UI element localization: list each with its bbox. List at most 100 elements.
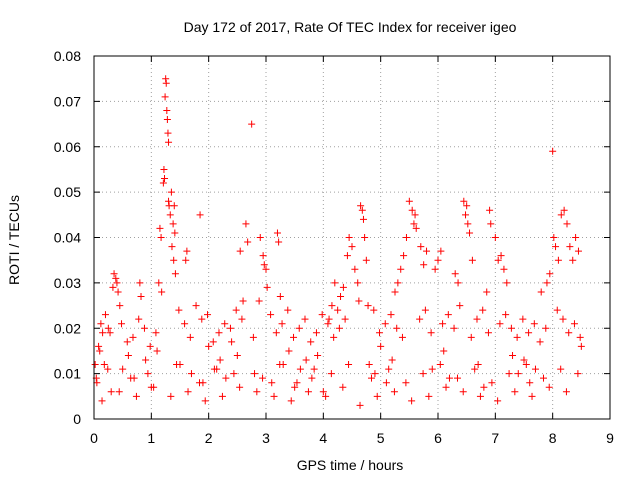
data-point xyxy=(112,274,120,282)
y-tick-label: 0.01 xyxy=(54,366,81,382)
data-point xyxy=(408,206,416,214)
data-point xyxy=(536,338,544,346)
data-point xyxy=(377,342,385,350)
data-point xyxy=(167,188,175,196)
data-point xyxy=(209,338,217,346)
data-point xyxy=(157,234,165,241)
data-point xyxy=(373,392,381,400)
data-point xyxy=(388,356,396,364)
data-point xyxy=(562,388,570,396)
data-point xyxy=(509,351,517,359)
data-point xyxy=(124,351,132,359)
data-point xyxy=(514,370,522,378)
data-point xyxy=(466,229,474,237)
data-point xyxy=(500,265,508,273)
data-point xyxy=(552,243,560,251)
y-tick-label: 0.08 xyxy=(54,48,81,64)
data-point xyxy=(183,247,191,255)
chart-title: Day 172 of 2017, Rate Of TEC Index for r… xyxy=(184,19,517,35)
data-point xyxy=(251,370,259,378)
data-point xyxy=(520,356,528,364)
data-point xyxy=(382,379,390,387)
data-point xyxy=(168,243,176,251)
data-point xyxy=(291,383,299,391)
y-tick-label: 0.02 xyxy=(54,320,81,336)
data-point xyxy=(232,306,240,314)
data-point xyxy=(370,306,378,314)
data-point xyxy=(158,288,166,296)
data-point xyxy=(467,333,475,341)
data-point xyxy=(410,220,418,228)
data-point xyxy=(160,165,168,173)
data-point xyxy=(97,320,105,328)
data-point xyxy=(390,388,398,396)
data-point xyxy=(93,379,101,387)
data-point xyxy=(260,261,268,269)
data-point xyxy=(218,392,226,400)
data-point xyxy=(528,392,536,400)
data-point xyxy=(221,320,229,328)
x-tick-label: 7 xyxy=(491,430,499,446)
data-point xyxy=(201,397,209,405)
data-point xyxy=(416,315,424,323)
data-point xyxy=(259,252,267,260)
data-point xyxy=(343,252,351,260)
data-point xyxy=(334,306,342,314)
data-point xyxy=(431,265,439,273)
data-point xyxy=(437,247,445,255)
data-point xyxy=(339,383,347,391)
data-point xyxy=(337,292,345,300)
data-point xyxy=(354,279,362,287)
data-point xyxy=(242,220,250,228)
data-point xyxy=(113,279,121,287)
data-point xyxy=(276,292,284,300)
axis-ticks: 0 1 2 3 4 5 6 7 8 9 0 0.01 0.02 0.03 0.04 0.05 0.06 0.07 0… xyxy=(54,48,614,446)
data-point xyxy=(186,333,194,341)
data-point xyxy=(420,261,428,269)
data-point xyxy=(127,374,135,382)
data-point xyxy=(249,333,257,341)
data-point xyxy=(526,379,534,387)
data-point xyxy=(351,265,359,273)
data-point xyxy=(428,365,436,373)
data-point xyxy=(184,388,192,396)
data-point xyxy=(290,333,298,341)
data-point xyxy=(559,315,567,323)
data-point xyxy=(144,370,152,378)
data-point xyxy=(192,302,200,310)
data-point xyxy=(285,347,293,355)
data-point xyxy=(411,211,419,219)
data-point xyxy=(364,302,372,310)
data-point xyxy=(453,374,461,382)
data-point xyxy=(494,256,502,264)
data-point xyxy=(486,206,494,214)
data-point xyxy=(511,388,519,396)
data-point xyxy=(365,361,373,369)
x-tick-label: 6 xyxy=(434,430,442,446)
data-point xyxy=(310,365,318,373)
data-point xyxy=(462,211,470,219)
data-point xyxy=(355,297,363,305)
data-point xyxy=(142,356,150,364)
data-point xyxy=(301,315,309,323)
data-point xyxy=(576,333,584,341)
data-point xyxy=(439,320,447,328)
data-point xyxy=(166,211,174,219)
data-point xyxy=(253,388,261,396)
data-point xyxy=(248,120,256,128)
data-point xyxy=(402,379,410,387)
data-point xyxy=(408,397,416,405)
data-point xyxy=(459,388,467,396)
data-point xyxy=(146,342,154,350)
data-point xyxy=(216,356,224,364)
data-point xyxy=(161,175,169,183)
data-point xyxy=(238,315,246,323)
data-point xyxy=(319,388,327,396)
data-point xyxy=(376,329,384,337)
data-point xyxy=(412,224,420,232)
data-point xyxy=(123,338,131,346)
data-point xyxy=(164,129,172,137)
data-point xyxy=(442,383,450,391)
data-point xyxy=(550,234,558,241)
x-tick-label: 1 xyxy=(147,430,155,446)
